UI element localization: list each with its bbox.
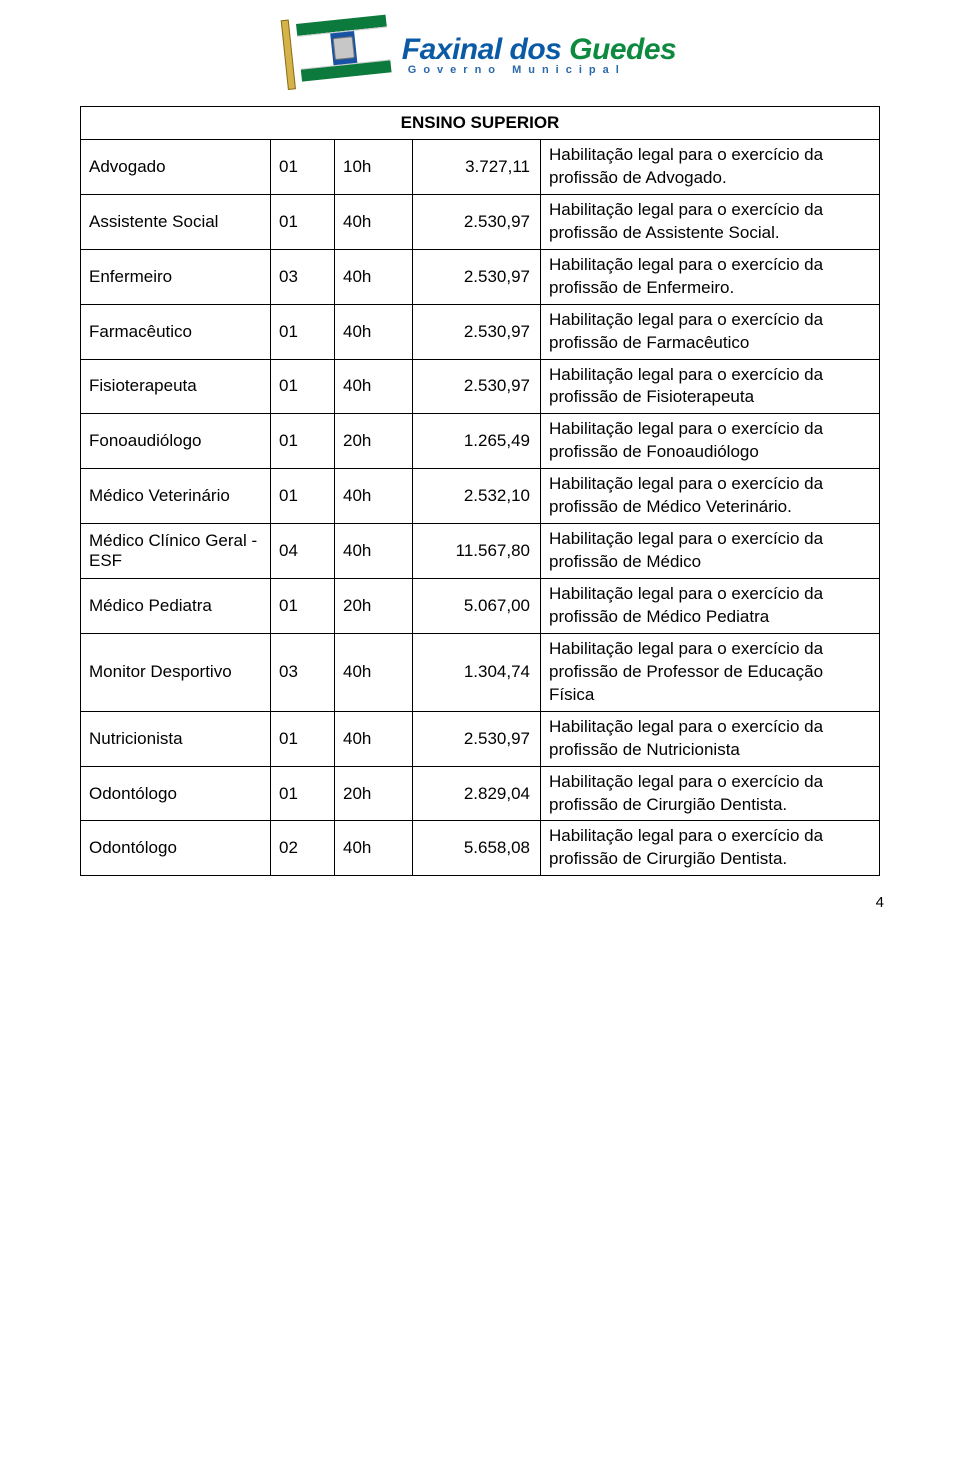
- cell-salary: 2.829,04: [413, 766, 541, 821]
- cell-job: Odontólogo: [81, 821, 271, 876]
- cell-job: Farmacêutico: [81, 304, 271, 359]
- cell-qty: 01: [271, 469, 335, 524]
- cell-salary: 2.530,97: [413, 304, 541, 359]
- cell-salary: 2.530,97: [413, 249, 541, 304]
- cell-salary: 2.530,97: [413, 194, 541, 249]
- cell-salary: 11.567,80: [413, 524, 541, 579]
- cell-qty: 03: [271, 249, 335, 304]
- table-row: Odontólogo0240h5.658,08Habilitação legal…: [81, 821, 880, 876]
- table-row: Nutricionista0140h2.530,97Habilitação le…: [81, 711, 880, 766]
- cell-req: Habilitação legal para o exercício da pr…: [541, 469, 880, 524]
- brand-main-a: Faxinal: [402, 33, 510, 66]
- cell-req: Habilitação legal para o exercício da pr…: [541, 766, 880, 821]
- table-row: Odontólogo0120h2.829,04Habilitação legal…: [81, 766, 880, 821]
- cell-job: Médico Clínico Geral - ESF: [81, 524, 271, 579]
- table-row: Médico Pediatra0120h5.067,00Habilitação …: [81, 579, 880, 634]
- cell-hours: 20h: [335, 414, 413, 469]
- cell-salary: 1.304,74: [413, 633, 541, 711]
- cell-hours: 40h: [335, 304, 413, 359]
- brand-main-c: Guedes: [569, 33, 676, 66]
- table-row: Médico Veterinário0140h2.532,10Habilitaç…: [81, 469, 880, 524]
- flag-icon: [284, 20, 394, 90]
- cell-req: Habilitação legal para o exercício da pr…: [541, 359, 880, 414]
- table-row: Advogado0110h3.727,11Habilitação legal p…: [81, 140, 880, 195]
- cell-qty: 01: [271, 711, 335, 766]
- cell-qty: 02: [271, 821, 335, 876]
- cell-hours: 40h: [335, 359, 413, 414]
- cell-job: Nutricionista: [81, 711, 271, 766]
- cell-job: Enfermeiro: [81, 249, 271, 304]
- header: Faxinal dos Guedes Governo Municipal: [0, 0, 960, 106]
- cell-job: Fonoaudiólogo: [81, 414, 271, 469]
- cell-req: Habilitação legal para o exercício da pr…: [541, 304, 880, 359]
- table-row: Monitor Desportivo0340h1.304,74Habilitaç…: [81, 633, 880, 711]
- cell-req: Habilitação legal para o exercício da pr…: [541, 579, 880, 634]
- cell-salary: 3.727,11: [413, 140, 541, 195]
- cell-qty: 03: [271, 633, 335, 711]
- cell-qty: 01: [271, 414, 335, 469]
- page-number: 4: [0, 876, 960, 929]
- cell-req: Habilitação legal para o exercício da pr…: [541, 524, 880, 579]
- cell-qty: 01: [271, 140, 335, 195]
- brand-subtitle: Governo Municipal: [402, 65, 676, 76]
- table-row: Médico Clínico Geral - ESF0440h11.567,80…: [81, 524, 880, 579]
- cell-qty: 01: [271, 304, 335, 359]
- cell-qty: 01: [271, 579, 335, 634]
- cell-hours: 20h: [335, 766, 413, 821]
- cell-salary: 5.067,00: [413, 579, 541, 634]
- cell-job: Monitor Desportivo: [81, 633, 271, 711]
- cell-hours: 40h: [335, 821, 413, 876]
- cell-job: Médico Pediatra: [81, 579, 271, 634]
- table-row: Fisioterapeuta0140h2.530,97Habilitação l…: [81, 359, 880, 414]
- cell-job: Fisioterapeuta: [81, 359, 271, 414]
- cell-hours: 40h: [335, 194, 413, 249]
- cell-qty: 01: [271, 766, 335, 821]
- cell-job: Médico Veterinário: [81, 469, 271, 524]
- cell-salary: 2.530,97: [413, 359, 541, 414]
- cell-req: Habilitação legal para o exercício da pr…: [541, 711, 880, 766]
- jobs-table: ENSINO SUPERIOR Advogado0110h3.727,11Hab…: [80, 106, 880, 876]
- table-row: Farmacêutico0140h2.530,97Habilitação leg…: [81, 304, 880, 359]
- cell-qty: 04: [271, 524, 335, 579]
- cell-hours: 40h: [335, 524, 413, 579]
- cell-salary: 2.530,97: [413, 711, 541, 766]
- cell-req: Habilitação legal para o exercício da pr…: [541, 633, 880, 711]
- cell-hours: 40h: [335, 711, 413, 766]
- cell-job: Assistente Social: [81, 194, 271, 249]
- cell-req: Habilitação legal para o exercício da pr…: [541, 821, 880, 876]
- cell-job: Advogado: [81, 140, 271, 195]
- cell-salary: 2.532,10: [413, 469, 541, 524]
- cell-salary: 5.658,08: [413, 821, 541, 876]
- cell-qty: 01: [271, 359, 335, 414]
- table-row: Enfermeiro0340h2.530,97Habilitação legal…: [81, 249, 880, 304]
- cell-hours: 40h: [335, 249, 413, 304]
- cell-req: Habilitação legal para o exercício da pr…: [541, 140, 880, 195]
- cell-req: Habilitação legal para o exercício da pr…: [541, 414, 880, 469]
- cell-hours: 10h: [335, 140, 413, 195]
- municipal-logo: Faxinal dos Guedes Governo Municipal: [284, 20, 676, 90]
- cell-hours: 40h: [335, 469, 413, 524]
- cell-hours: 40h: [335, 633, 413, 711]
- table-row: Assistente Social0140h2.530,97Habilitaçã…: [81, 194, 880, 249]
- brand-main-b: dos: [510, 33, 570, 66]
- cell-qty: 01: [271, 194, 335, 249]
- cell-req: Habilitação legal para o exercício da pr…: [541, 249, 880, 304]
- cell-hours: 20h: [335, 579, 413, 634]
- cell-salary: 1.265,49: [413, 414, 541, 469]
- cell-job: Odontólogo: [81, 766, 271, 821]
- brand-wordmark: Faxinal dos Guedes Governo Municipal: [402, 35, 676, 76]
- table-title: ENSINO SUPERIOR: [81, 107, 880, 140]
- cell-req: Habilitação legal para o exercício da pr…: [541, 194, 880, 249]
- table-row: Fonoaudiólogo0120h1.265,49Habilitação le…: [81, 414, 880, 469]
